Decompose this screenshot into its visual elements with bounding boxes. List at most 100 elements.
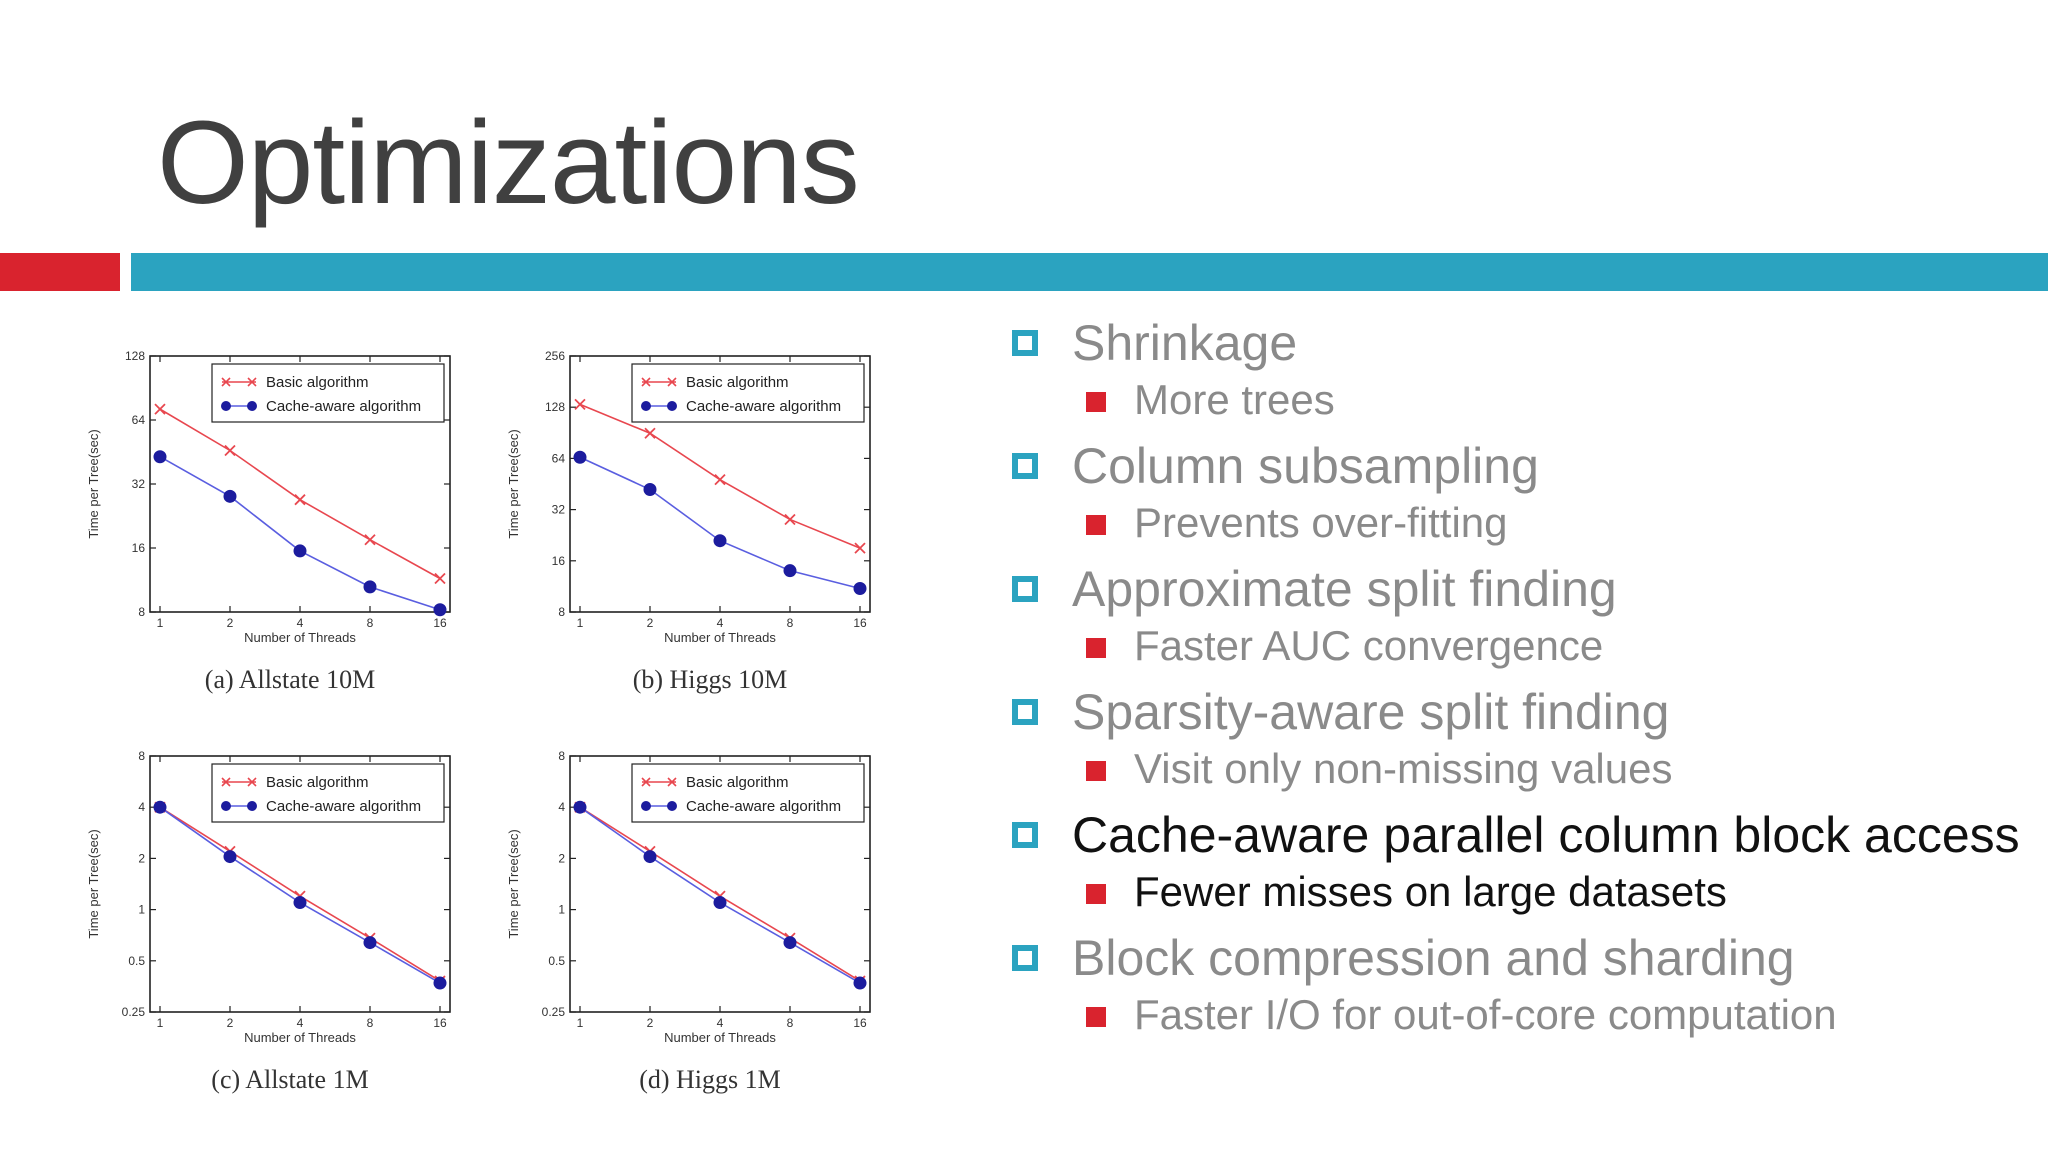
x-tick-label: 1 [577,616,584,630]
data-point [784,513,796,526]
filled-square-bullet-icon [1086,638,1106,658]
legend-marker [221,377,231,387]
y-tick-label: 32 [132,477,146,491]
accent-bar-teal [131,253,2048,291]
square-bullet-icon [1012,822,1038,848]
x-tick-label: 16 [433,616,447,630]
chart-higgs-10m: 8 16 32 64 128 256 1 2 4 8 16 Number of Threads Time… [506,349,871,694]
data-point [433,976,447,990]
data-point [854,542,866,554]
x-tick-label: 4 [297,616,304,630]
subbullet-fewer-misses: Fewer misses on large datasets [1010,871,2030,913]
data-point [223,850,237,864]
bullet-text: Column subsampling [1072,438,1539,494]
y-tick-label: 16 [552,554,566,568]
y-axis-label: Time per Tree(sec) [86,429,101,538]
x-axis-label: Number of Threads [664,1030,776,1045]
legend-marker [641,401,651,411]
square-bullet-icon [1012,453,1038,479]
subbullet-text: Fewer misses on large datasets [1134,868,1727,915]
subbullet-text: Prevents over-fitting [1134,499,1508,546]
subbullet-text: More trees [1134,376,1335,423]
x-tick-label: 8 [787,1016,794,1030]
chart-allstate-10m: 8 16 32 64 128 1 2 4 8 16 Number of Threads Time pe… [86,349,451,694]
square-bullet-icon [1012,330,1038,356]
x-marker [247,777,257,787]
y-tick-label: 4 [558,800,565,814]
x-tick-label: 1 [157,1016,164,1030]
subbullet-text: Faster AUC convergence [1134,622,1604,669]
data-point [433,603,447,617]
legend-marker [641,801,651,811]
data-point [783,564,797,578]
data-point [573,450,587,464]
data-point [714,474,726,486]
y-tick-label: 16 [132,541,146,555]
chart-caption: (a) Allstate 10M [205,665,375,694]
data-point [294,494,306,506]
data-point [574,398,586,411]
legend-marker [667,377,677,387]
subbullet-faster-auc: Faster AUC convergence [1010,625,2030,667]
legend-marker [641,377,651,387]
x-tick-label: 2 [227,616,234,630]
y-tick-label: 64 [132,413,146,427]
y-tick-label: 128 [545,400,565,414]
x-axis-label: Number of Threads [244,1030,356,1045]
y-tick-label: 8 [558,605,565,619]
x-tick-label: 8 [367,1016,374,1030]
x-tick-label: 16 [853,1016,867,1030]
legend-marker [221,777,231,787]
filled-square-bullet-icon [1086,515,1106,535]
square-bullet-icon [1012,576,1038,602]
data-point [293,544,307,558]
legend-marker [667,777,677,787]
y-axis-label: Time per Tree(sec) [86,829,101,938]
y-tick-label: 32 [552,503,566,517]
y-tick-label: 1 [558,903,565,917]
legend-marker [667,401,677,411]
bullet-approximate-split: Approximate split finding [1010,564,2030,614]
data-point [153,450,167,464]
legend-label: Cache-aware algorithm [266,798,421,815]
data-point [363,936,377,950]
y-tick-label: 0.25 [542,1005,566,1019]
x-tick-label: 8 [367,616,374,630]
legend-box [631,763,865,823]
x-marker [224,444,236,457]
x-marker [221,777,231,787]
legend-label: Cache-aware algorithm [266,398,421,415]
bullet-list: Shrinkage More trees Column subsampling … [1010,318,2030,1056]
legend-marker [247,377,257,387]
bullet-sparsity-aware: Sparsity-aware split finding [1010,687,2030,737]
x-marker [667,777,677,787]
y-axis-label: Time per Tree(sec) [506,829,521,938]
data-point [153,800,167,814]
filled-square-bullet-icon [1086,1007,1106,1027]
data-point [293,896,307,910]
legend-marker [221,401,231,411]
data-point [223,489,237,503]
filled-square-bullet-icon [1086,884,1106,904]
x-axis-label: Number of Threads [664,630,776,645]
bullet-cache-aware: Cache-aware parallel column block access [1010,810,2030,860]
subbullet-text: Faster I/O for out-of-core computation [1134,991,1837,1038]
chart-caption: (b) Higgs 10M [633,665,788,694]
subbullet-more-trees: More trees [1010,379,2030,421]
y-tick-label: 64 [552,451,566,465]
x-marker [644,427,656,439]
data-point [364,534,376,546]
data-point [713,896,727,910]
bullet-column-subsampling: Column subsampling [1010,441,2030,491]
data-point [573,800,587,814]
x-marker [714,474,726,486]
x-tick-label: 4 [297,1016,304,1030]
x-tick-label: 1 [157,616,164,630]
legend-label: Cache-aware algorithm [686,798,841,815]
data-point [363,580,377,594]
subbullet-prevents-overfitting: Prevents over-fitting [1010,502,2030,544]
filled-square-bullet-icon [1086,392,1106,412]
x-marker [294,494,306,506]
